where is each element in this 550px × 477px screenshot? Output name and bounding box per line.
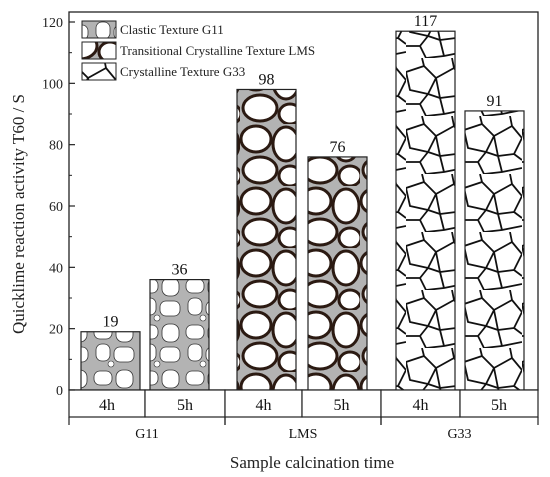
period-box <box>224 389 303 418</box>
legend-swatch-clastic <box>81 20 117 39</box>
bars: 19 36 4h 5h G11 98 76 4h 5h LMS 117 91 4h 5h G33 <box>68 13 539 442</box>
bar-value-label: 98 <box>259 71 275 88</box>
bar-value-label: 91 <box>487 93 503 110</box>
period-label: 4h <box>256 397 272 414</box>
legend-label: Crystalline Texture G33 <box>120 64 245 79</box>
period-box <box>380 389 461 418</box>
bar-value-label: 36 <box>172 262 188 279</box>
y-tick-label: 60 <box>49 200 63 215</box>
legend-label: Transitional Crystalline Texture LMS <box>120 43 315 58</box>
period-box <box>459 389 539 418</box>
legend: Clastic Texture G11 Transitional Crystall… <box>81 20 315 81</box>
bar-g33-4h <box>395 30 456 391</box>
period-box <box>68 389 146 418</box>
y-tick-label: 0 <box>56 384 63 399</box>
bar-lms-4h <box>236 88 297 391</box>
x-axis-title: Sample calcination time <box>230 453 394 472</box>
group-label: G11 <box>135 427 159 442</box>
period-label: 4h <box>99 397 115 414</box>
period-label: 5h <box>334 397 350 414</box>
group-label: G33 <box>447 427 471 442</box>
y-axis-title: Quicklime reaction activity T60 / S <box>9 94 28 334</box>
bar-value-label: 117 <box>414 13 437 30</box>
y-tick-label: 80 <box>49 139 63 154</box>
bar-lms-5h <box>307 156 368 391</box>
bar-g11-4h <box>80 331 141 391</box>
bar-value-label: 19 <box>103 314 119 331</box>
y-tick-label: 120 <box>42 16 63 31</box>
period-label: 5h <box>491 397 507 414</box>
legend-swatch-transitional <box>81 41 117 60</box>
group-label: LMS <box>289 427 318 442</box>
period-label: 4h <box>413 397 429 414</box>
legend-swatch-crystalline <box>81 62 117 81</box>
legend-label: Clastic Texture G11 <box>120 22 224 37</box>
bar-g33-5h <box>464 110 525 391</box>
y-tick-label: 100 <box>42 77 63 92</box>
bar-g11-5h <box>149 279 210 391</box>
y-tick-label: 40 <box>49 261 63 276</box>
period-label: 5h <box>177 397 193 414</box>
bar-value-label: 76 <box>330 139 346 156</box>
y-ticks: 0 20 40 60 80 100 120 <box>42 16 75 399</box>
y-tick-label: 20 <box>49 323 63 338</box>
